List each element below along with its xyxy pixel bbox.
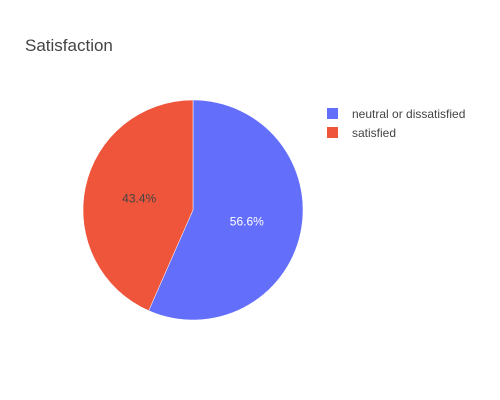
legend: neutral or dissatisfied satisfied	[327, 107, 465, 140]
chart-title: Satisfaction	[25, 36, 113, 55]
legend-item-satisfied[interactable]: satisfied	[327, 126, 396, 140]
pie-slice-neutral-or-dissatisfied[interactable]	[148, 99, 304, 321]
legend-label: neutral or dissatisfied	[352, 107, 465, 121]
slice-value-label: 43.4%	[122, 192, 156, 206]
pie: 56.6% 43.4%	[82, 99, 304, 321]
legend-swatch	[327, 108, 338, 119]
legend-label: satisfied	[352, 126, 396, 140]
pie-slice-satisfied[interactable]	[82, 99, 194, 312]
slice-value-label: 56.6%	[230, 214, 264, 228]
legend-swatch	[327, 127, 338, 138]
legend-item-neutral-or-dissatisfied[interactable]: neutral or dissatisfied	[327, 107, 465, 121]
